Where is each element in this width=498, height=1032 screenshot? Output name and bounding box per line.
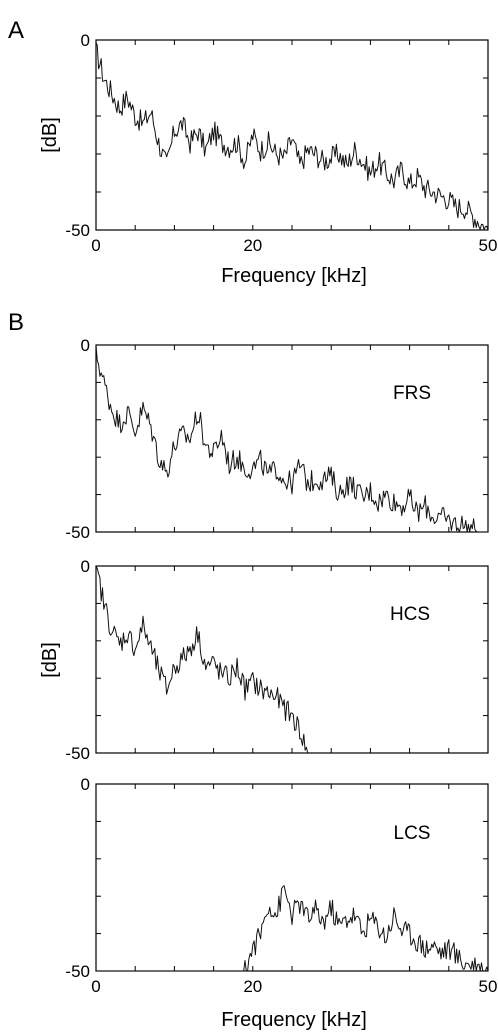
- panel-4-series-label: LCS: [394, 823, 431, 844]
- panel-2-series-label: FRS: [393, 383, 431, 404]
- panel-3-series-label: HCS: [390, 604, 430, 625]
- panel-3-y-tick-label: -50: [65, 744, 90, 763]
- panel-1-x-tick-label: 20: [243, 236, 262, 255]
- panel-1-series-line: [95, 42, 489, 231]
- panel-4-y-tick-label: -50: [65, 962, 90, 981]
- panel-1-x-tick-label: 0: [91, 236, 100, 255]
- panel-2-series-line: [95, 344, 488, 533]
- panel-4-x-tick-label: 20: [243, 977, 262, 996]
- panel-1-y-axis-title: [dB]: [39, 117, 61, 153]
- panel-3-y-axis-title: [dB]: [39, 642, 61, 678]
- panel-1-y-tick-label: -50: [65, 221, 90, 240]
- panel-3-y-tick-label: 0: [81, 557, 90, 576]
- panel-3: 0 -50 [dB] HCS: [39, 557, 489, 763]
- panel-3-series-line: [95, 565, 309, 754]
- panel-letter-a: A: [8, 17, 24, 44]
- panel-3-frame: [95, 565, 489, 754]
- panel-4-y-tick-label: 0: [81, 775, 90, 794]
- panel-2: 0 -50 FRS: [65, 336, 489, 542]
- panel-2-y-tick-label: -50: [65, 523, 90, 542]
- panel-4-series-line: [96, 885, 489, 972]
- panel-1-x-axis-title: Frequency [kHz]: [221, 265, 367, 287]
- panel-1-frame: [95, 39, 489, 231]
- panel-4-x-axis-title: Frequency [kHz]: [221, 1009, 367, 1031]
- panel-4-x-tick-label: 50: [479, 977, 498, 996]
- panel-letter-b: B: [8, 309, 24, 336]
- panel-1-y-tick-label: 0: [81, 31, 90, 50]
- panel-4-x-tick-label: 0: [91, 977, 100, 996]
- panel-4-frame: [95, 783, 489, 972]
- panel-2-y-tick-label: 0: [81, 336, 90, 355]
- panel-1-x-tick-label: 50: [479, 236, 498, 255]
